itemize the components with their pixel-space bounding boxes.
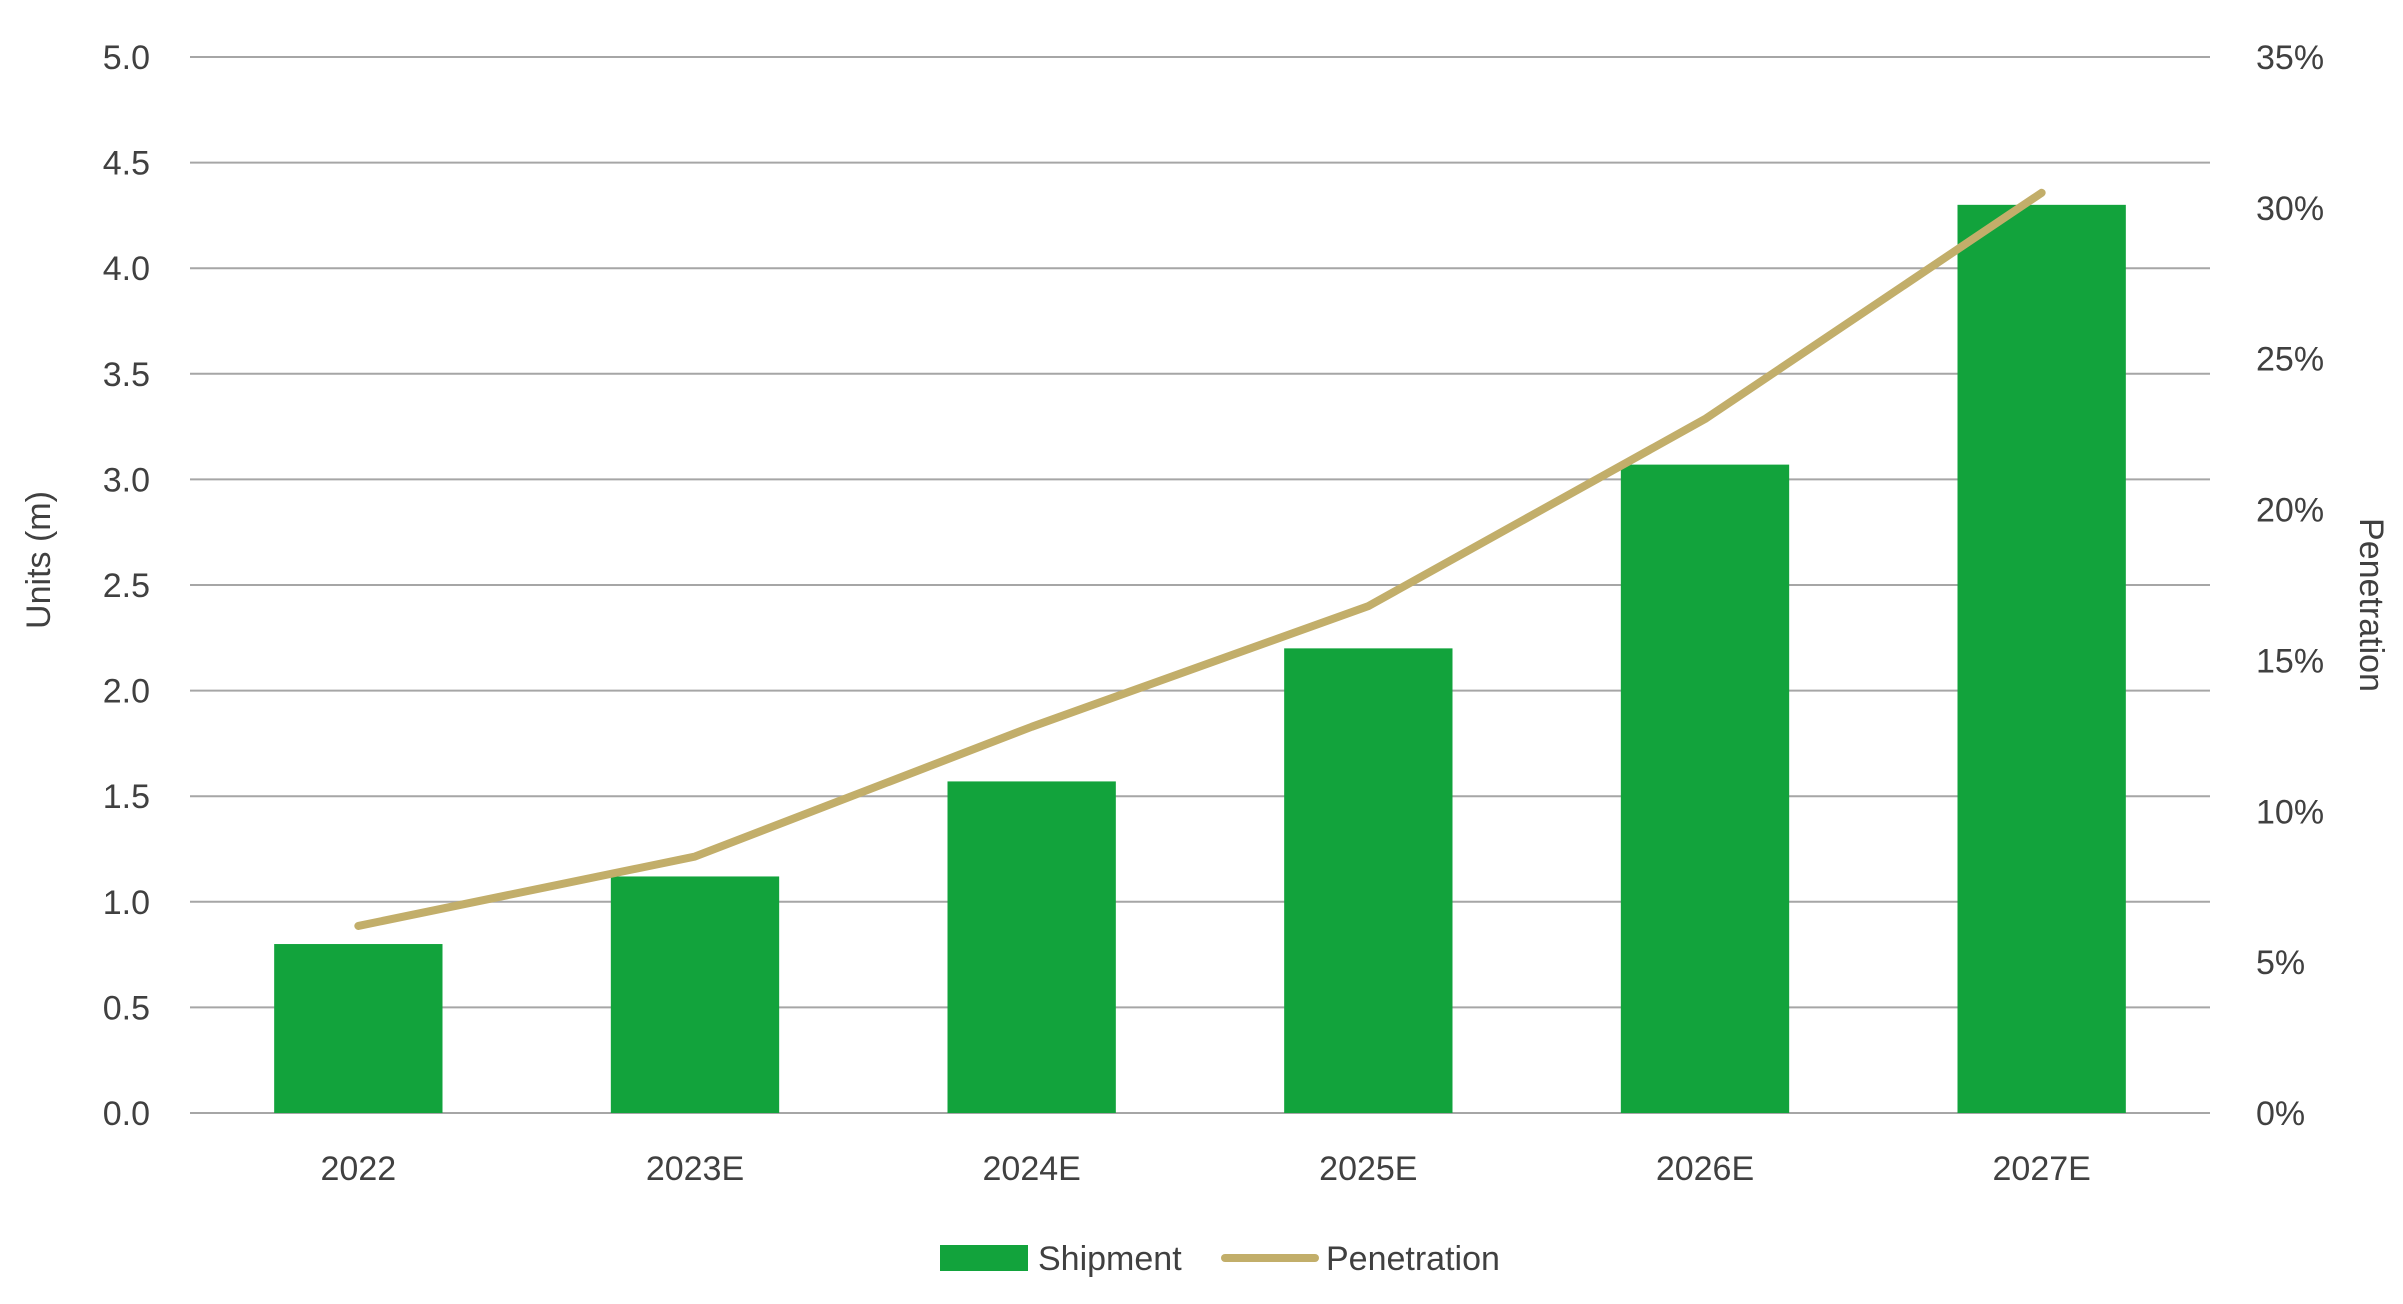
right-axis-tick-label: 25% bbox=[2256, 341, 2324, 379]
right-axis-tick-label: 10% bbox=[2256, 793, 2324, 831]
shipment-bar bbox=[610, 876, 780, 1113]
left-axis-tick-label: 3.5 bbox=[103, 356, 150, 394]
left-axis-tick-label: 2.5 bbox=[103, 567, 150, 605]
x-axis-tick-label: 2022 bbox=[321, 1150, 397, 1188]
left-axis-tick-label: 5.0 bbox=[103, 39, 150, 77]
shipment-bars bbox=[274, 204, 2126, 1114]
x-axis-tick-label: 2025E bbox=[1319, 1150, 1417, 1188]
left-axis-tick-label: 0.5 bbox=[103, 989, 150, 1027]
left-axis-tick-label: 3.0 bbox=[103, 461, 150, 499]
right-axis-tick-label: 30% bbox=[2256, 190, 2324, 228]
shipment-bar bbox=[274, 944, 443, 1113]
right-axis-tick-label: 35% bbox=[2256, 39, 2324, 77]
x-axis-tick-label: 2027E bbox=[1993, 1150, 2091, 1188]
right-axis-tick-label: 20% bbox=[2256, 492, 2324, 530]
right-axis-tick-label: 0% bbox=[2256, 1095, 2305, 1133]
right-axis-tick-label: 5% bbox=[2256, 944, 2305, 982]
legend-shipment-swatch bbox=[940, 1245, 1028, 1271]
legend-shipment-label: Shipment bbox=[1038, 1240, 1182, 1278]
left-axis-ticks: 0.0 0.5 1.0 1.5 2.0 2.5 3.0 3.5 4.0 4.5 5.0 bbox=[103, 39, 150, 1133]
left-axis-tick-label: 4.5 bbox=[103, 145, 150, 183]
x-axis-tick-label: 2024E bbox=[983, 1150, 1081, 1188]
left-axis-tick-label: 2.0 bbox=[103, 673, 150, 711]
right-axis-ticks: 0% 5% 10% 15% 20% 25% 30% 35% bbox=[2256, 39, 2324, 1133]
right-axis-tick-label: 15% bbox=[2256, 642, 2324, 680]
shipment-bar bbox=[947, 781, 1116, 1113]
x-axis-ticks: 2022 2023E 2024E 2025E 2026E 2027E bbox=[321, 1150, 2091, 1188]
right-axis-title: Penetration bbox=[2352, 518, 2390, 692]
shipment-bar bbox=[1957, 204, 2126, 1114]
legend: Shipment Penetration bbox=[940, 1240, 1500, 1278]
penetration-line bbox=[354, 188, 2046, 930]
penetration-line-layer bbox=[354, 188, 2046, 930]
x-axis-tick-label: 2026E bbox=[1656, 1150, 1754, 1188]
shipment-bar bbox=[1620, 464, 1790, 1114]
left-axis-title: Units (m) bbox=[20, 491, 58, 629]
left-axis-tick-label: 4.0 bbox=[103, 250, 150, 288]
shipment-bar bbox=[1284, 648, 1453, 1113]
gridlines bbox=[190, 56, 2210, 1114]
left-axis-tick-label: 0.0 bbox=[103, 1095, 150, 1133]
left-axis-tick-label: 1.5 bbox=[103, 778, 150, 816]
x-axis-tick-label: 2023E bbox=[646, 1150, 744, 1188]
left-axis-tick-label: 1.0 bbox=[103, 884, 150, 922]
legend-penetration-label: Penetration bbox=[1326, 1240, 1500, 1278]
